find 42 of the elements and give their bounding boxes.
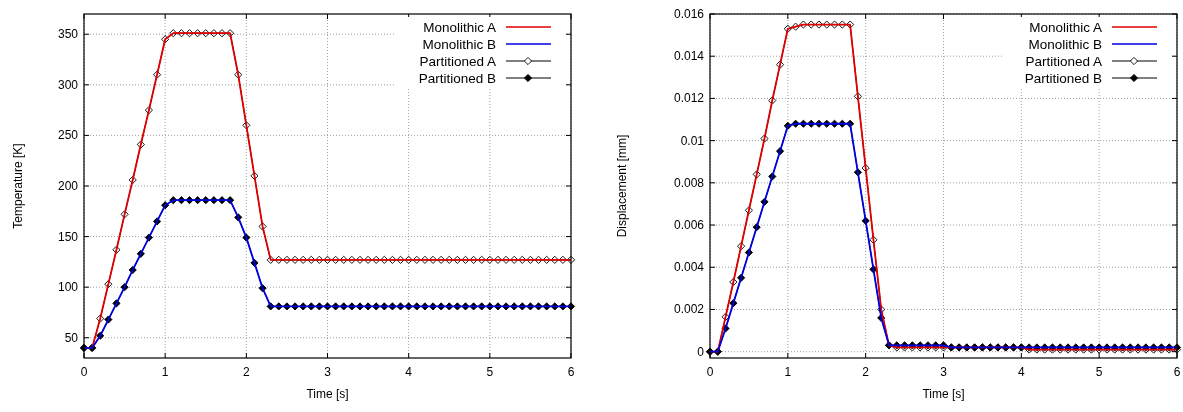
x-tick-label: 1 <box>161 365 169 379</box>
legend-label: Monolithic B <box>422 37 496 52</box>
y-tick-label: 0.014 <box>673 49 705 64</box>
x-tick-label: 6 <box>567 365 575 379</box>
y-tick-label: 300 <box>57 77 79 92</box>
legend-label: Monolithic A <box>1029 20 1102 35</box>
y-axis-title: Temperature [K] <box>11 143 25 229</box>
x-tick-label: 3 <box>940 365 948 379</box>
x-axis-title: Time [s] <box>306 387 349 401</box>
y-tick-label: 0.016 <box>673 7 705 21</box>
legend-label: Monolithic A <box>423 20 496 35</box>
y-tick-label: 150 <box>57 229 79 244</box>
y-tick-label: 0.008 <box>673 175 705 190</box>
y-tick-label: 0.004 <box>673 260 705 275</box>
y-tick-label: 0 <box>697 344 705 359</box>
y-tick-label: 350 <box>57 27 79 42</box>
y-tick-label: 100 <box>57 280 79 295</box>
legend-label: Partitioned A <box>1025 54 1102 69</box>
legend-label: Partitioned A <box>419 54 496 69</box>
y-tick-label: 50 <box>64 330 79 345</box>
x-tick-label: 3 <box>324 365 332 379</box>
y-axis-title: Displacement [mm] <box>615 134 629 238</box>
x-tick-label: 2 <box>242 365 250 379</box>
y-tick-label: 200 <box>57 179 79 193</box>
x-tick-label: 5 <box>1095 365 1103 379</box>
y-tick-label: 0.01 <box>680 133 705 148</box>
legend-label: Monolithic B <box>1028 37 1102 52</box>
y-tick-label: 250 <box>57 128 79 143</box>
x-tick-label: 2 <box>862 365 870 379</box>
x-tick-label: 0 <box>706 365 714 379</box>
x-tick-label: 4 <box>1017 365 1025 379</box>
legend-label: Partitioned B <box>418 71 496 86</box>
x-axis-title: Time [s] <box>922 387 965 401</box>
x-tick-label: 4 <box>405 365 413 379</box>
y-tick-label: 0.002 <box>673 302 705 317</box>
y-tick-label: 0.006 <box>673 218 705 233</box>
x-tick-label: 5 <box>486 365 494 379</box>
x-tick-label: 6 <box>1173 365 1181 379</box>
y-tick-label: 0.012 <box>673 91 705 106</box>
x-tick-label: 1 <box>784 365 792 379</box>
legend-label: Partitioned B <box>1024 71 1102 86</box>
x-tick-label: 0 <box>80 365 88 379</box>
